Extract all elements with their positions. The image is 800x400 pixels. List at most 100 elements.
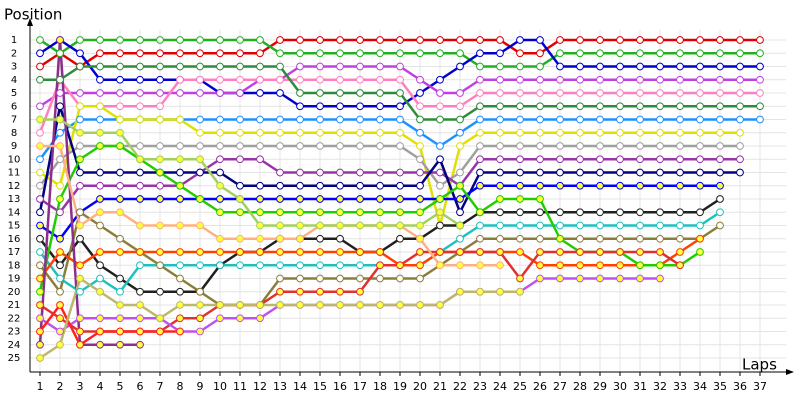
marker [236, 49, 244, 58]
marker [76, 340, 84, 349]
marker [376, 62, 384, 71]
marker [176, 49, 184, 58]
marker [316, 49, 324, 58]
marker [256, 208, 264, 217]
marker [556, 234, 564, 243]
marker [116, 314, 124, 323]
marker [336, 62, 344, 71]
marker [296, 75, 304, 84]
marker [556, 208, 564, 217]
marker [716, 181, 724, 190]
marker [36, 195, 44, 203]
marker [436, 261, 444, 270]
marker [756, 75, 764, 84]
x-tick-label: 6 [137, 380, 144, 393]
marker [116, 62, 124, 71]
y-tick-label: 13 [8, 194, 21, 205]
marker [376, 208, 384, 217]
marker [296, 195, 304, 203]
marker [156, 115, 164, 124]
marker [616, 115, 624, 124]
marker [596, 36, 604, 44]
marker [316, 115, 324, 124]
marker [56, 89, 64, 97]
marker [96, 49, 104, 58]
x-tick-label: 4 [97, 380, 104, 393]
marker [296, 128, 304, 137]
marker [376, 142, 384, 150]
series-line [39, 237, 701, 280]
marker [656, 128, 664, 137]
marker [336, 261, 344, 270]
marker [556, 89, 564, 97]
marker [176, 261, 184, 270]
marker [596, 142, 604, 150]
marker [716, 221, 724, 230]
marker [396, 75, 404, 84]
marker [556, 36, 564, 44]
y-tick-label: 22 [8, 313, 21, 324]
marker [76, 221, 84, 230]
marker [596, 234, 604, 243]
marker [636, 181, 644, 190]
marker [676, 208, 684, 217]
marker [156, 89, 164, 97]
marker [56, 340, 64, 349]
marker [476, 155, 484, 164]
marker [216, 261, 224, 270]
marker [96, 181, 104, 190]
x-tick-label: 27 [553, 380, 567, 393]
marker [616, 75, 624, 84]
marker [316, 301, 324, 309]
marker [216, 195, 224, 203]
marker [36, 168, 44, 177]
marker [336, 168, 344, 177]
marker [156, 36, 164, 44]
marker [656, 102, 664, 111]
marker [616, 261, 624, 270]
marker [256, 142, 264, 150]
marker [156, 75, 164, 84]
marker [436, 248, 444, 256]
marker [56, 49, 64, 58]
marker [476, 102, 484, 111]
x-tick-label: 17 [353, 380, 367, 393]
marker [536, 208, 544, 217]
marker [656, 142, 664, 150]
marker [336, 221, 344, 230]
marker [336, 36, 344, 44]
marker [376, 75, 384, 84]
marker [416, 168, 424, 177]
marker [536, 195, 544, 203]
marker [96, 340, 104, 349]
marker [516, 62, 524, 71]
marker [456, 128, 464, 137]
marker [676, 128, 684, 137]
marker [516, 115, 524, 124]
marker [296, 62, 304, 71]
marker [656, 89, 664, 97]
marker [456, 168, 464, 177]
marker [596, 115, 604, 124]
y-tick-label: 17 [8, 247, 21, 258]
marker [436, 221, 444, 230]
y-tick-label: 6 [11, 101, 17, 112]
marker [436, 115, 444, 124]
marker [296, 234, 304, 243]
marker [276, 274, 284, 283]
marker [216, 128, 224, 137]
marker [716, 89, 724, 97]
marker [596, 128, 604, 137]
marker [576, 181, 584, 190]
marker [496, 261, 504, 270]
marker [96, 195, 104, 203]
marker [656, 62, 664, 71]
marker [236, 62, 244, 71]
marker [436, 208, 444, 217]
marker [316, 102, 324, 111]
marker [196, 36, 204, 44]
marker [116, 36, 124, 44]
marker [56, 142, 64, 150]
marker [116, 287, 124, 296]
marker [536, 128, 544, 137]
